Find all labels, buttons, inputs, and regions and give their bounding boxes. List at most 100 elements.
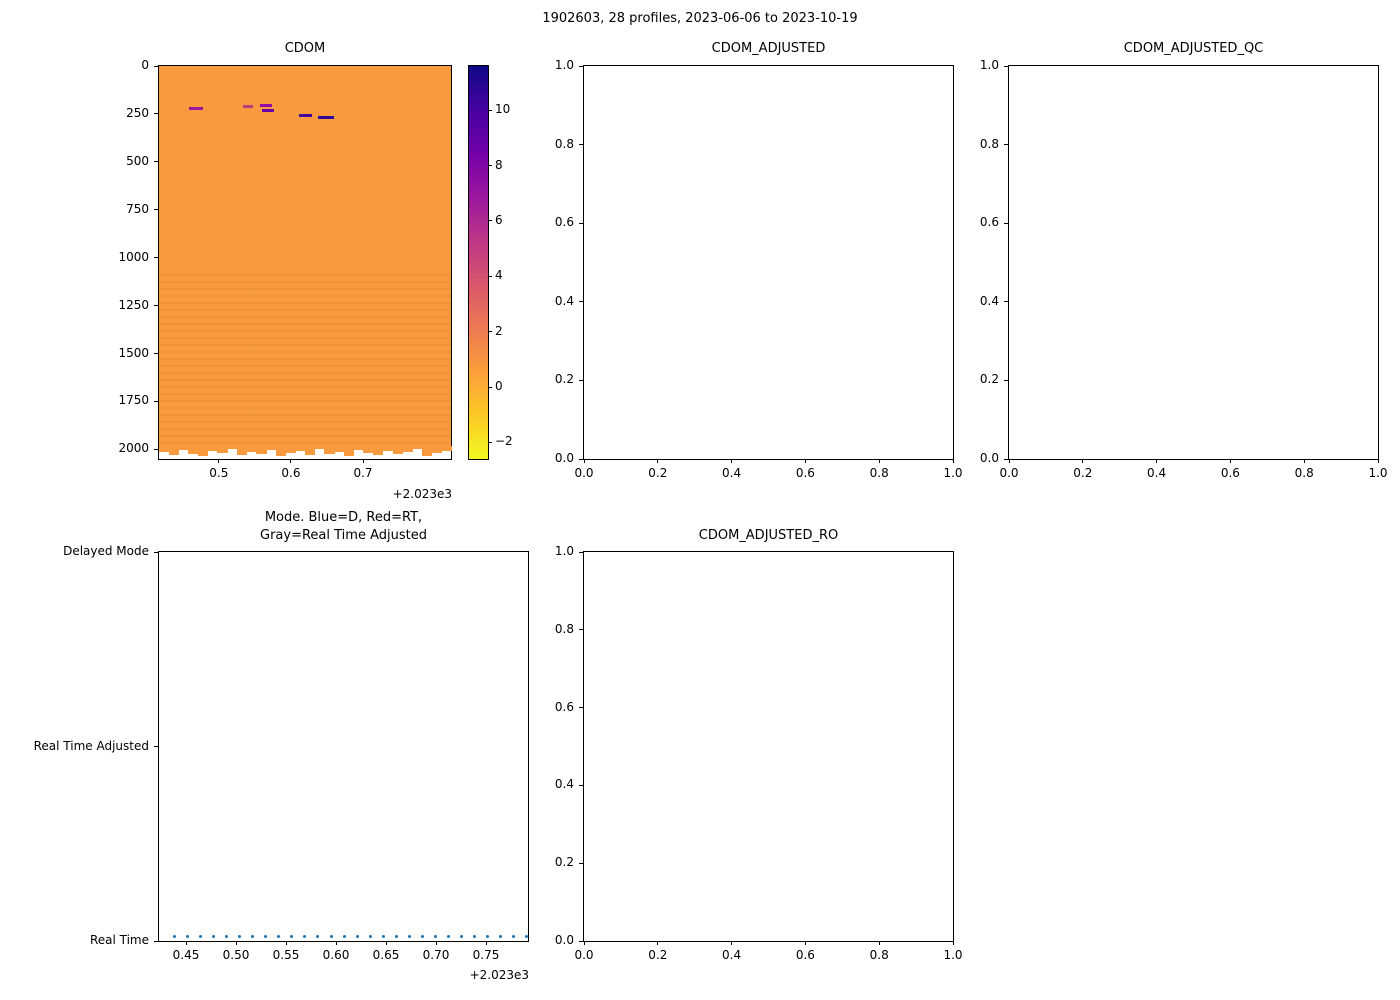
profile-dot — [355, 935, 359, 938]
y-tick-label: 1750 — [118, 393, 149, 408]
x-tick-label: 0.2 — [648, 948, 668, 962]
y-category-label: Real Time — [89, 933, 149, 947]
profile-dot — [433, 935, 437, 938]
mode-title-line1: Mode. Blue=D, Red=RT, — [264, 510, 423, 525]
profile-dot — [498, 935, 502, 938]
y-tick-label: 0.6 — [554, 699, 574, 714]
y-tick-mark — [579, 784, 583, 786]
x-tick-label: 0.6 — [795, 466, 815, 480]
cdom-bottom-tooth — [392, 446, 403, 454]
y-tick-mark — [154, 257, 158, 259]
x-tick-mark — [1377, 459, 1379, 463]
x-tick-label: 0.0 — [574, 466, 594, 480]
x-tick-mark — [290, 459, 292, 463]
x-tick-mark — [385, 941, 387, 945]
x-tick-mark — [731, 459, 733, 463]
cdom-bottom-edge — [159, 446, 452, 459]
y-tick-label: 500 — [126, 153, 149, 168]
x-tick-label: 0.0 — [574, 948, 594, 962]
x-tick-label: 1.0 — [943, 948, 963, 962]
x-tick-mark — [878, 941, 880, 945]
colorbar-tick-mark — [488, 220, 492, 222]
y-tick-label: 1000 — [118, 249, 149, 264]
x-tick-mark — [1082, 459, 1084, 463]
y-tick-label: 1250 — [118, 297, 149, 312]
y-tick-label: 0.0 — [554, 933, 574, 947]
cdom-bottom-tooth — [382, 446, 394, 451]
x-tick-mark — [583, 941, 585, 945]
cdom-bottom-tooth — [236, 446, 248, 455]
cdom-anomaly-mark — [298, 113, 312, 117]
y-tick-mark — [154, 161, 158, 163]
y-tick-label: 0.6 — [554, 215, 574, 230]
x-tick-mark — [1156, 459, 1158, 463]
mode-title: Mode. Blue=D, Red=RT, Gray=Real Time Adj… — [158, 509, 529, 545]
y-tick-mark — [154, 448, 158, 450]
x-tick-mark — [235, 941, 237, 945]
profile-dot — [276, 935, 280, 938]
profile-dot — [342, 935, 346, 938]
x-tick-mark — [335, 941, 337, 945]
profile-dot — [211, 935, 215, 938]
y-tick-mark — [579, 940, 583, 942]
x-tick-label: 0.8 — [1294, 466, 1314, 480]
cdom-adjusted-ro-axes: 0.0 0.2 0.4 0.6 0.8 1.0 0.0 0.2 0.4 0.6 0.8 1.0 — [555, 544, 963, 962]
y-tick-mark — [579, 707, 583, 709]
profile-dot — [420, 935, 424, 938]
profile-dot — [511, 935, 515, 938]
cdom-heatmap — [159, 66, 452, 459]
x-tick-label: 0.6 — [281, 466, 301, 480]
y-tick-label: 1.0 — [554, 58, 574, 72]
profile-dot — [407, 935, 411, 938]
mode-x-offset-label: +2.023e3 — [469, 968, 529, 982]
y-tick-mark — [579, 629, 583, 631]
y-tick-mark — [579, 551, 583, 553]
cdom-anomaly-mark — [242, 104, 253, 108]
y-tick-mark — [1004, 65, 1008, 67]
cdom-adjusted-axes: 0.0 0.2 0.4 0.6 0.8 1.0 0.0 0.2 0.4 0.6 0.8 1.0 — [555, 58, 963, 480]
cdom-anomaly-mark — [260, 103, 273, 107]
x-tick-label: 0.4 — [722, 466, 742, 480]
y-tick-label: 250 — [126, 105, 149, 120]
cdom-bottom-tooth — [421, 446, 433, 456]
y-tick-label: 0.8 — [554, 136, 574, 151]
x-tick-mark — [285, 941, 287, 945]
y-tick-mark — [1004, 144, 1008, 146]
y-tick-mark — [154, 209, 158, 211]
mode-title-line2: Gray=Real Time Adjusted — [260, 528, 427, 543]
cdom-anomaly-mark — [261, 108, 274, 112]
profile-dot — [198, 935, 202, 938]
colorbar-tick-mark — [488, 441, 492, 443]
cdom-bottom-tooth — [431, 446, 442, 453]
y-tick-label: 0.4 — [554, 777, 574, 792]
profile-dot — [459, 935, 463, 938]
cdom-anomaly-mark — [317, 115, 334, 119]
x-tick-mark — [362, 459, 364, 463]
y-tick-mark — [579, 222, 583, 224]
cdom-bottom-tooth — [178, 446, 189, 450]
profile-dot — [185, 935, 189, 938]
cdom-bottom-tooth — [402, 446, 413, 452]
profile-dot — [381, 935, 385, 938]
x-tick-mark — [1008, 459, 1010, 463]
y-tick-mark — [1004, 458, 1008, 460]
y-tick-mark — [154, 746, 158, 747]
x-tick-mark — [583, 459, 585, 463]
y-tick-mark — [154, 400, 158, 402]
colorbar-tick-label: 4 — [495, 268, 503, 283]
y-tick-label: 0 — [141, 58, 149, 72]
profile-dot — [329, 935, 333, 938]
profile-dot — [394, 935, 398, 938]
y-tick-mark — [154, 551, 158, 553]
x-tick-mark — [657, 941, 659, 945]
profile-dot — [263, 935, 267, 938]
y-tick-label: 0.0 — [979, 451, 999, 465]
x-tick-label: 0.6 — [1220, 466, 1240, 480]
x-tick-mark — [804, 941, 806, 945]
colorbar-tick-label: −2 — [495, 434, 513, 449]
profile-dot — [289, 935, 293, 938]
cdom-x-offset-label: +2.023e3 — [392, 487, 452, 501]
colorbar-tick-label: 10 — [495, 102, 511, 117]
profile-dot — [224, 935, 228, 938]
y-tick-mark — [579, 379, 583, 381]
